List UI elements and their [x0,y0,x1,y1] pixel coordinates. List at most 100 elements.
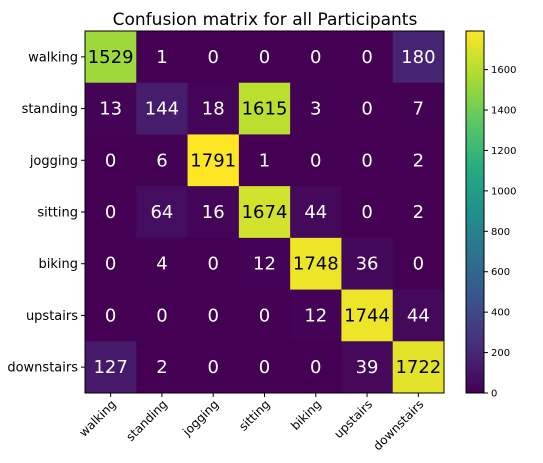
row-label: biking [39,257,79,272]
heatmap-cell [187,31,240,84]
heatmap-cell [136,186,189,239]
cell-value-label: 0 [105,202,116,223]
cell-value-label: 36 [356,254,379,275]
colorbar-tick-label: 1000 [491,186,516,197]
colorbar-tick-label: 1400 [491,106,516,117]
column-label: biking [288,397,324,433]
heatmap-cell [392,31,445,84]
heatmap-cell [392,82,445,135]
cell-value-label: 0 [207,254,218,275]
heatmap-cell [392,289,445,342]
heatmap-cell [85,186,137,239]
colorbar-tick-label: 1600 [491,65,516,76]
cell-value-label: 0 [207,305,218,326]
row-label: downstairs [7,361,78,376]
cell-value-label: 7 [413,99,424,120]
cell-value-label: 0 [361,47,372,68]
heatmap-cell [85,237,137,291]
cell-value-label: 0 [413,254,424,275]
heatmap-cell [341,31,394,84]
row-label: standing [22,102,78,117]
colorbar-tick-label: 1200 [491,146,516,157]
heatmap-cell [290,134,342,187]
colorbar-tick-label: 0 [491,389,497,400]
cell-value-label: 1615 [242,99,288,120]
cell-value-label: 16 [202,202,225,223]
heatmap-cell [187,82,240,135]
cell-value-label: 127 [93,357,127,378]
cell-value-label: 0 [207,47,218,68]
heatmap-cell [136,82,189,135]
cell-value-label: 12 [253,254,276,275]
cell-value-label: 2 [156,357,167,378]
heatmap-cell [392,237,445,291]
heatmap-cell [341,186,394,239]
heatmap-cell [290,31,342,84]
cell-value-label: 0 [105,305,116,326]
cell-value-label: 0 [361,150,372,171]
cell-value-label: 2 [413,202,424,223]
cell-value-label: 1748 [293,254,339,275]
cell-value-label: 0 [105,254,116,275]
heatmap-cell [238,237,291,291]
heatmap-cell [85,341,137,394]
heatmap-cell [187,341,240,394]
heatmap-cell [238,289,291,342]
heatmap-cell [85,289,137,342]
cell-value-label: 1 [156,47,167,68]
row-label: sitting [37,206,78,221]
cell-value-label: 180 [401,47,435,68]
row-labels: walking standing jogging sitting biking upsta… [7,50,85,376]
cell-value-label: 1744 [344,305,390,326]
heatmap-cell [136,341,189,394]
cell-value-label: 0 [361,202,372,223]
colorbar-gradient [465,30,485,394]
heatmap-cell [85,134,137,187]
cell-value-label: 13 [99,99,122,120]
cell-value-label: 0 [361,99,372,120]
heatmap-cell [85,31,137,84]
cell-value-label: 0 [259,47,270,68]
heatmap-cell [341,134,394,187]
heatmap-cell [392,341,445,394]
heatmap-cell [136,134,189,187]
row-label: walking [28,50,78,65]
cell-value-label: 0 [259,305,270,326]
heatmap-cell [290,237,342,291]
cell-value-label: 6 [156,150,167,171]
heatmap-cell [392,134,445,187]
cell-value-label: 64 [150,202,173,223]
cell-value-label: 1722 [395,357,441,378]
cell-value-label: 1791 [190,150,236,171]
heatmap-cell [85,82,137,135]
heatmap-cell [341,237,394,291]
heatmap-cell [136,289,189,342]
cell-value-label: 144 [145,99,179,120]
cell-value-label: 0 [259,357,270,378]
chart-title: Confusion matrix for all Participants [113,10,418,30]
column-label: jogging [179,397,221,439]
column-labels: walking standing jogging sitting biking upsta… [76,393,426,453]
cell-value-label: 0 [105,150,116,171]
heatmap-cell [238,31,291,84]
cell-value-label: 39 [356,357,379,378]
heatmap-cell [238,82,291,135]
cell-value-label: 4 [156,254,167,275]
heatmap-cell [290,289,342,342]
row-label: upstairs [26,309,78,324]
heatmap-cell [290,82,342,135]
heatmap-cell [341,82,394,135]
cell-value-label: 0 [310,357,321,378]
cell-value-label: 18 [202,99,225,120]
cell-value-label: 44 [407,305,430,326]
column-label: downstairs [370,397,426,453]
row-label: jogging [29,154,78,169]
cell-value-label: 1529 [88,47,134,68]
heatmap-cell [238,186,291,239]
cell-value-label: 0 [310,47,321,68]
cell-value-label: 1674 [242,202,288,223]
heatmap-cell [290,341,342,394]
cell-value-label: 1 [259,150,270,171]
